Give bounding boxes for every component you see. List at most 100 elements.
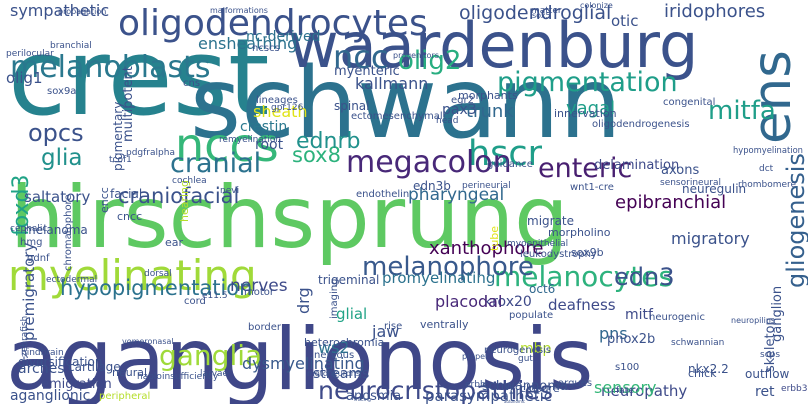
cloud-word: propagation [58,7,107,16]
cloud-word: nerves [230,276,288,296]
cloud-word: leukodystrophy [520,249,597,260]
cloud-word: melanoma [24,223,88,237]
cloud-word: cncc [117,210,143,223]
cloud-word: ventrally [420,318,469,331]
cloud-word: argues [558,378,593,389]
cloud-word: morphants [458,89,518,102]
cloud-word: aganglionosis [6,311,594,404]
cloud-word: sox9a [47,86,77,97]
cloud-word: wnt1-cre [570,182,614,193]
cloud-word: morpholino [548,226,611,239]
cloud-word: ncc [333,38,389,76]
cloud-word: gut [518,354,533,364]
cloud-word: facial [110,187,143,201]
cloud-word: tracing [354,398,371,403]
cloud-word: otic [611,12,639,30]
cloud-word: guidance [487,159,533,170]
cloud-word: oligodendrogenesis [592,119,690,130]
cloud-word: sox5 [532,11,551,20]
cloud-word: hindbrain [21,348,64,358]
cloud-word: saltatory [24,188,91,206]
cloud-word: ectodermal [46,275,98,285]
cloud-word: scps [760,350,781,360]
cloud-word: arches [18,361,65,377]
cloud-word: malformations [210,6,268,15]
cloud-word: aganglionic [10,388,91,404]
cloud-word: innervation [554,107,617,120]
cloud-word: trunk [466,101,514,122]
cloud-word: hscr [468,134,543,174]
cloud-word: crest [8,16,270,139]
cloud-word: oligodendroglial [459,2,612,24]
cloud-word: ncscs [252,43,280,54]
cloud-word: pigmentation [497,67,678,98]
cloud-word: lineages [256,95,298,106]
cloud-word: dorsal [144,269,172,279]
cloud-word: craniofacial [118,184,240,208]
cloud-word: tube [488,225,501,251]
cloud-word: hypomyelination [733,145,803,155]
cloud-word: pax3 [442,102,477,118]
cloud-word: mitf [625,307,653,323]
cloud-word: vomeronasal [122,337,174,346]
cloud-word: hirschsprung [10,168,569,268]
cloud-word: encc [98,187,111,213]
cloud-word: sox8 [292,143,341,167]
cloud-word: myoepithelial [507,239,569,249]
cloud-word: xanthophore [429,238,544,259]
cloud-word: pdgfralpha [126,148,175,158]
cloud-word: cns [183,78,201,89]
cloud-word: erbb [465,380,486,390]
cloud-word: s100 [615,362,640,373]
cloud-word: crestin [240,119,288,135]
cloud-word: ectomesenchymal [351,111,443,122]
cloud-word: epibranchial [615,192,727,213]
cloud-word: migrate [527,214,575,228]
cloud-word: motoneurons [307,369,361,378]
cloud-word: outflow [745,367,790,381]
cloud-word: colonize [580,1,613,10]
cloud-word: melanocytes [494,260,674,293]
cloud-word: dysmyelinating [242,354,365,373]
cloud-word: cochlea [172,176,207,186]
cloud-word: erbb3 [781,384,808,394]
cloud-word: rhombomere [738,180,797,190]
cloud-word: ganglion [770,285,785,342]
cloud-word: axons [661,163,700,178]
cloud-word: edn3b [413,179,451,193]
cloud-word: promyelinating [382,269,496,287]
cloud-word: krox20 [484,294,532,310]
cloud-word: remyelination [219,135,282,145]
cloud-word: e11.5 [202,291,228,301]
cloud-word: sensorineural [660,178,721,188]
cloud-word: larvae [200,369,229,379]
cloud-word: chick [688,367,717,380]
cloud-word: jaw [372,322,400,341]
cloud-word: closure [520,382,560,395]
cloud-word: oct6 [529,282,556,296]
cloud-word: enteric [538,153,633,184]
cloud-word: neuropathy [601,382,688,400]
cloud-word: neuropilins [731,316,776,325]
cloud-word: ednrb [296,129,361,154]
cloud-word: ganglia [159,339,263,372]
cloud-word: cranial [170,148,262,179]
cloud-word: hmg [20,237,43,248]
cloud-word: olig2 [398,46,462,76]
cloud-word: edn3 [614,263,675,291]
cloud-word: haploinsufficiency [137,372,219,382]
cloud-word: migratory [671,229,750,248]
cloud-word: sympathetic [10,1,110,20]
cloud-word: cartilage [68,360,121,374]
cloud-word: delamination [594,158,680,173]
cloud-word: populate [509,310,554,321]
cloud-word: megacolon [346,145,512,180]
cloud-word: branchial [50,41,92,51]
cloud-word: pharyngeal [408,185,505,205]
cloud-word: gliogenesis [782,153,808,288]
cloud-word: neurogenesis [484,345,552,356]
cloud-word: schwannoma [482,379,568,394]
cloud-word: dct [759,164,774,174]
cloud-word: gdnf [27,253,50,264]
